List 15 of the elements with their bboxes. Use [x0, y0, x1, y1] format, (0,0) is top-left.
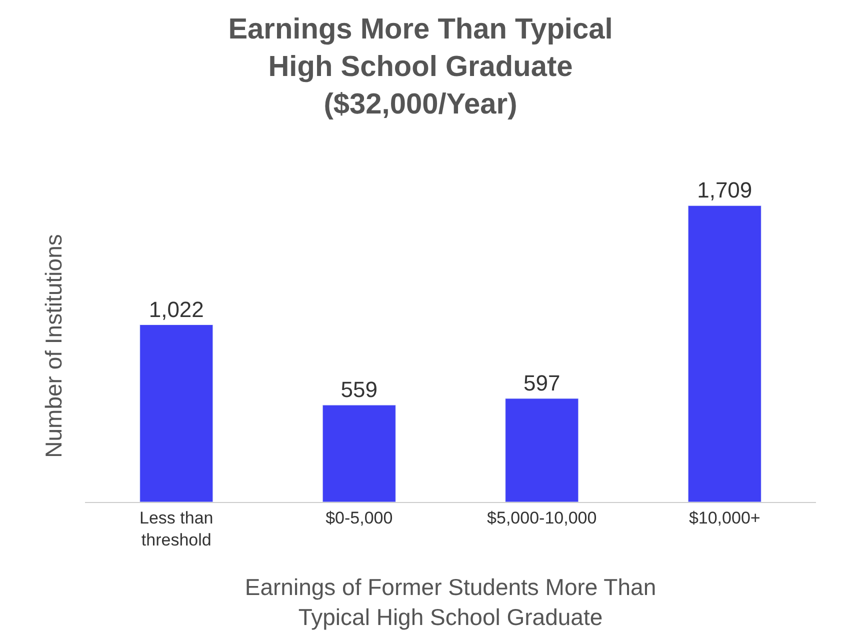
data-label: 1,709 — [697, 178, 752, 203]
x-axis-title: Earnings of Former Students More Than Typical High School Graduate — [244, 574, 656, 630]
bar — [140, 324, 214, 502]
x-tick-label: $0-5,000 — [326, 508, 393, 528]
y-axis-title: Number of Institutions — [40, 234, 66, 458]
bar — [505, 398, 579, 502]
data-label: 559 — [340, 377, 378, 402]
x-tick-label: Less than threshold — [140, 508, 214, 550]
bar — [688, 205, 762, 502]
x-tick-label: $10,000+ — [688, 508, 760, 528]
data-label: 1,022 — [148, 296, 204, 322]
x-tick-label: $5,000-10,000 — [487, 508, 597, 528]
chart-title: Earnings More Than Typical High School Graduate ($32,000/Year) — [228, 13, 613, 121]
data-label: 597 — [524, 370, 560, 396]
bar — [322, 404, 396, 502]
